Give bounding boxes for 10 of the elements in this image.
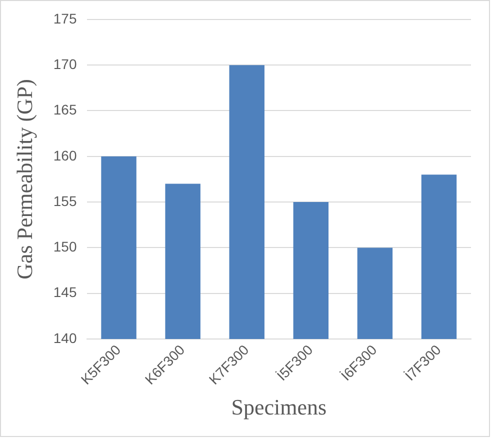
y-tick-label: 140 — [53, 330, 77, 346]
y-tick-label: 170 — [53, 56, 77, 72]
y-tick-label: 150 — [53, 238, 77, 255]
y-tick-label: 145 — [53, 284, 77, 300]
y-tick-label: 175 — [53, 10, 77, 26]
y-tick-label: 165 — [53, 102, 77, 118]
y-axis-title: Gas Permeability (GP) — [12, 79, 37, 280]
y-tick-label: 155 — [53, 192, 77, 209]
x-axis-title: Specimens — [231, 394, 327, 420]
y-tick-label: 160 — [53, 147, 77, 164]
